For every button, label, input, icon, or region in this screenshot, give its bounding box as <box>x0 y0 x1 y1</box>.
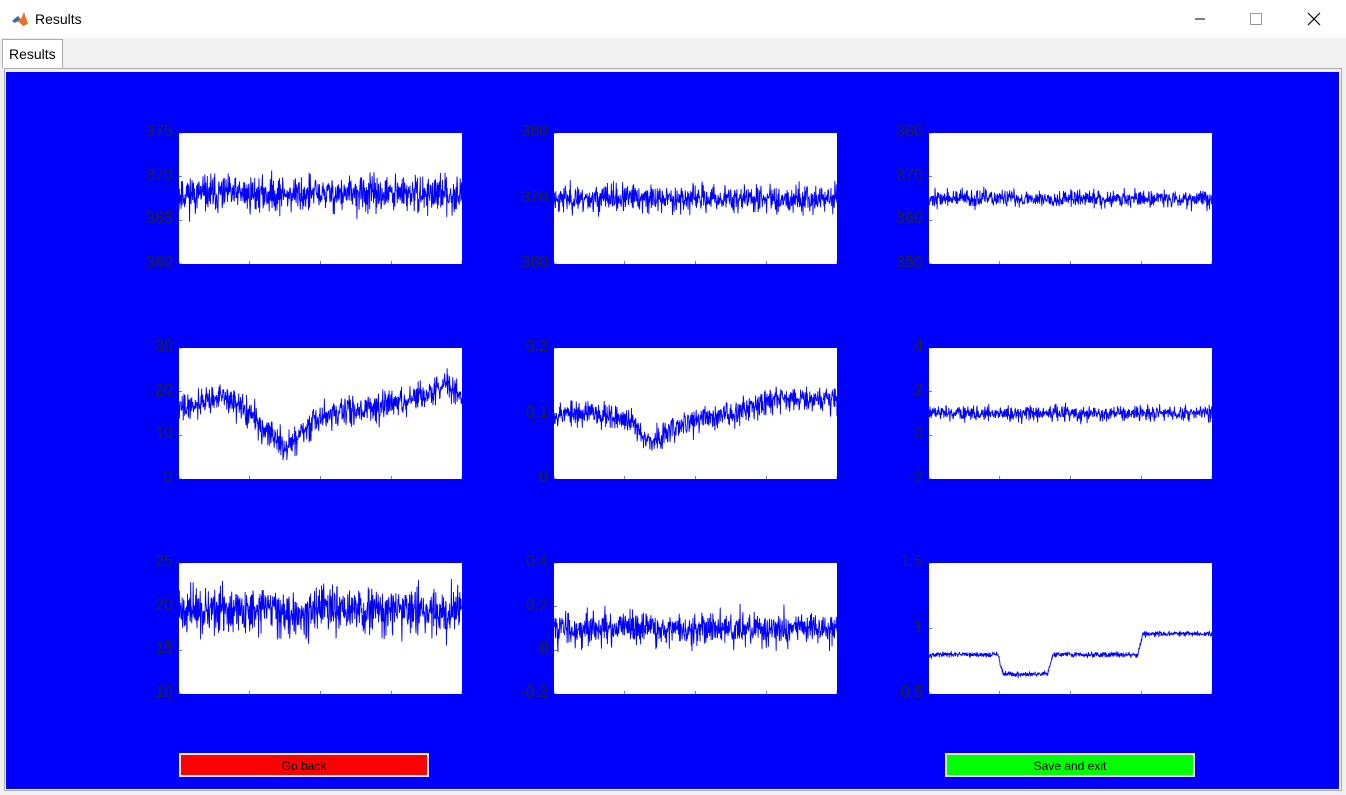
y-tick-label: 0.1 <box>525 403 548 421</box>
minimize-icon <box>1195 18 1205 20</box>
close-button[interactable] <box>1286 0 1342 38</box>
y-tick-label: 360 <box>896 210 923 228</box>
y-tick-label: 30 <box>155 338 173 355</box>
title-bar: Results <box>0 0 1346 38</box>
y-tick-label: 0 <box>914 425 923 443</box>
y-tick-label: 370 <box>146 166 173 184</box>
y-tick-label: 370 <box>896 166 923 184</box>
window-title: Results <box>35 11 82 27</box>
y-tick-label: 0.2 <box>525 596 548 614</box>
y-tick-label: 0 <box>164 469 173 486</box>
minimize-button[interactable] <box>1172 0 1228 38</box>
y-tick-label: 0 <box>539 640 548 658</box>
y-tick-label: 0.2 <box>525 338 548 355</box>
maximize-icon <box>1250 13 1262 25</box>
y-tick-label: -0.2 <box>520 684 548 701</box>
close-icon <box>1307 12 1321 26</box>
y-tick-label: 20 <box>155 596 173 614</box>
y-tick-label: 2 <box>914 381 923 399</box>
save-and-exit-button[interactable]: Save and exit <box>945 753 1195 777</box>
y-tick-label: 375 <box>146 123 173 140</box>
y-tick-label: 4 <box>914 338 923 355</box>
maximize-button[interactable] <box>1228 0 1284 38</box>
y-tick-label: 1 <box>914 618 923 636</box>
y-tick-label: 1.5 <box>900 553 923 570</box>
y-tick-label: 360 <box>146 254 173 271</box>
y-tick-label: 10 <box>155 684 173 701</box>
tab-results[interactable]: Results <box>2 39 63 68</box>
results-canvas <box>6 72 1339 789</box>
y-tick-label: 0 <box>539 469 548 486</box>
y-tick-label: 25 <box>155 553 173 570</box>
y-tick-label: 350 <box>896 254 923 271</box>
y-tick-label: 20 <box>155 381 173 399</box>
y-tick-label: 370 <box>521 188 548 206</box>
y-tick-label: 360 <box>521 254 548 271</box>
y-tick-label: 0.4 <box>525 553 548 570</box>
y-tick-label: 10 <box>155 425 173 443</box>
y-tick-label: 380 <box>896 123 923 140</box>
y-tick-label: 15 <box>155 640 173 658</box>
go-back-button[interactable]: Go back <box>179 753 429 777</box>
y-tick-label: 0.5 <box>900 684 923 701</box>
y-tick-label: 380 <box>521 123 548 140</box>
matlab-icon <box>12 12 28 26</box>
y-tick-label: 365 <box>146 210 173 228</box>
tab-strip: Results <box>0 38 1346 68</box>
y-tick-label: -2 <box>908 469 923 486</box>
